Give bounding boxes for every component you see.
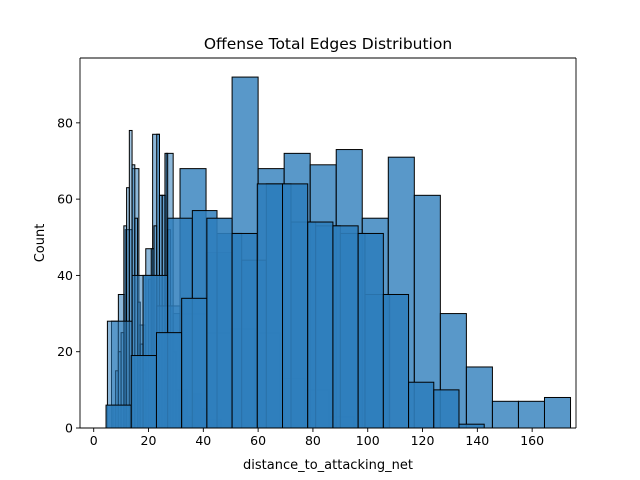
x-tick-label: 160 <box>520 433 544 448</box>
histogram-bar <box>105 404 132 429</box>
histogram-bar <box>332 225 359 429</box>
y-tick-label: 40 <box>57 268 73 283</box>
histogram-bar <box>465 366 493 429</box>
x-tick-label: 80 <box>305 433 321 448</box>
x-tick-label: 40 <box>195 433 211 448</box>
histogram-bar <box>408 381 435 429</box>
x-tick-label: 0 <box>90 433 98 448</box>
histogram-bar <box>282 183 309 429</box>
histogram-bars <box>105 76 572 429</box>
x-axis-ticks: 0 20 40 60 80 100 120 140 160 <box>90 428 544 448</box>
x-axis-label: distance_to_attacking_net <box>243 458 413 473</box>
histogram-bar <box>307 221 334 429</box>
histogram-bar <box>155 332 183 429</box>
histogram-bar <box>433 389 460 429</box>
x-tick-label: 100 <box>356 433 380 448</box>
histogram-bar <box>231 232 258 429</box>
x-tick-label: 140 <box>465 433 489 448</box>
x-tick-label: 120 <box>411 433 435 448</box>
histogram-bar <box>543 396 572 429</box>
y-tick-label: 60 <box>57 192 73 207</box>
histogram-bar <box>130 355 157 429</box>
y-tick-label: 80 <box>57 115 73 130</box>
y-axis-label: Count <box>33 224 48 263</box>
chart-title: Offense Total Edges Distribution <box>204 35 452 53</box>
histogram-bar <box>256 183 284 429</box>
x-tick-label: 60 <box>250 433 266 448</box>
y-axis-ticks: 0 20 40 60 80 <box>57 115 80 436</box>
histogram-bar <box>382 293 410 429</box>
x-tick-label: 20 <box>141 433 157 448</box>
histogram-bar <box>181 297 208 429</box>
histogram-bar <box>491 400 519 429</box>
histogram-bar <box>206 217 233 429</box>
y-tick-label: 0 <box>65 421 73 436</box>
histogram-bar <box>458 423 485 429</box>
axes <box>79 57 577 429</box>
histogram-bar <box>357 232 384 429</box>
y-tick-label: 20 <box>57 344 73 359</box>
histogram-bar <box>517 400 545 429</box>
